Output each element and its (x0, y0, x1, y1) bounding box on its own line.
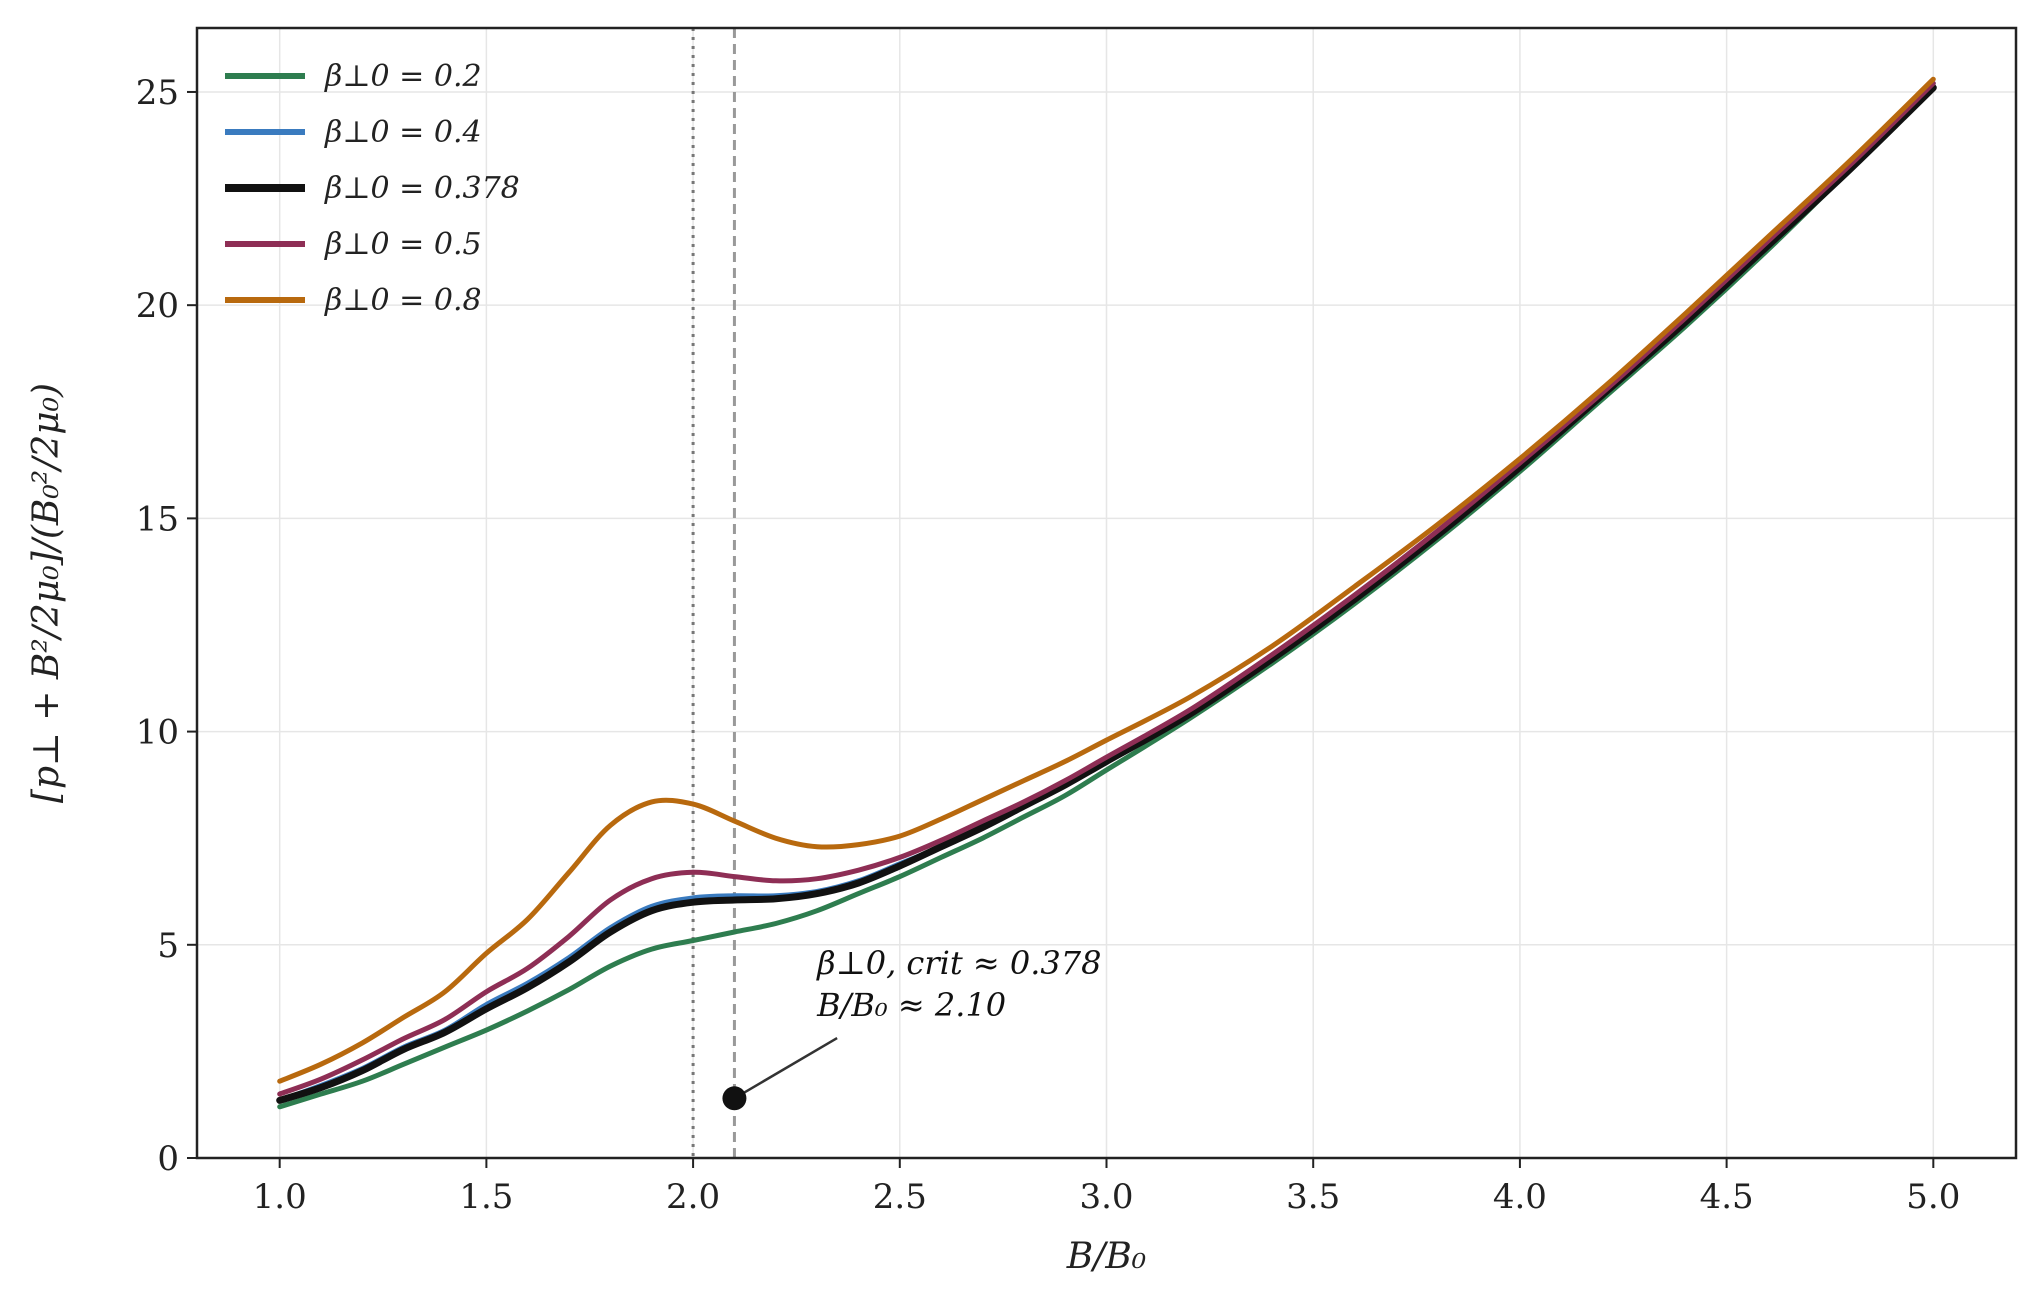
legend-label: β⊥0 = 0.2 (324, 59, 482, 94)
x-tick-label: 4.0 (1493, 1177, 1547, 1217)
critical-point-marker (722, 1086, 747, 1111)
y-axis-label: [p⊥ + B²/2μ₀]/(B₀²/2μ₀) (26, 383, 67, 803)
x-tick-label: 4.5 (1700, 1177, 1754, 1217)
x-tick-label: 3.0 (1079, 1177, 1133, 1217)
x-axis-label: B/B₀ (1066, 1236, 1146, 1277)
x-tick-label: 1.5 (459, 1177, 513, 1217)
x-tick-label: 2.5 (873, 1177, 927, 1217)
y-tick-label: 25 (136, 73, 179, 113)
annotation-arrow (733, 1036, 838, 1100)
legend-item-beta-0-5: β⊥0 = 0.5 (225, 227, 482, 262)
series-lines (276, 76, 1937, 1110)
y-tick-label: 20 (136, 286, 179, 326)
x-tick-label: 5.0 (1906, 1177, 1960, 1217)
legend-item-beta-0-8: β⊥0 = 0.8 (225, 283, 482, 318)
legend-label: β⊥0 = 0.5 (324, 227, 482, 262)
y-axis-ticks: 0 5 10 15 20 25 (136, 73, 197, 1179)
legend-label: β⊥0 = 0.8 (324, 283, 482, 318)
legend-item-beta-0-4: β⊥0 = 0.4 (225, 115, 482, 150)
y-tick-label: 5 (157, 926, 179, 966)
legend-label: β⊥0 = 0.378 (324, 171, 520, 206)
legend-label: β⊥0 = 0.4 (324, 115, 482, 150)
x-tick-label: 1.0 (253, 1177, 307, 1217)
series-line-beta-0-5 (277, 80, 1936, 1097)
y-tick-label: 15 (136, 499, 179, 539)
annotation: β⊥0, crit ≈ 0.378 B/B₀ ≈ 2.10 (722, 944, 1101, 1111)
annotation-line-2: B/B₀ ≈ 2.10 (816, 986, 1006, 1024)
legend-item-beta-0-2: β⊥0 = 0.2 (225, 59, 482, 94)
series-line-beta-0-8 (277, 76, 1936, 1084)
y-tick-label: 0 (157, 1139, 179, 1179)
legend-item-beta-0-378: β⊥0 = 0.378 (225, 171, 520, 206)
reference-lines (691, 28, 736, 1158)
annotation-line-1: β⊥0, crit ≈ 0.378 (816, 944, 1101, 982)
legend: β⊥0 = 0.2 β⊥0 = 0.4 β⊥0 = 0.378 β⊥0 = 0.5 β⊥… (225, 59, 520, 318)
x-axis-ticks: 1.0 1.5 2.0 2.5 3.0 3.5 4.0 4.5 5.0 (253, 1158, 1960, 1217)
x-tick-label: 2.0 (666, 1177, 720, 1217)
x-tick-label: 3.5 (1286, 1177, 1340, 1217)
y-tick-label: 10 (136, 713, 179, 753)
